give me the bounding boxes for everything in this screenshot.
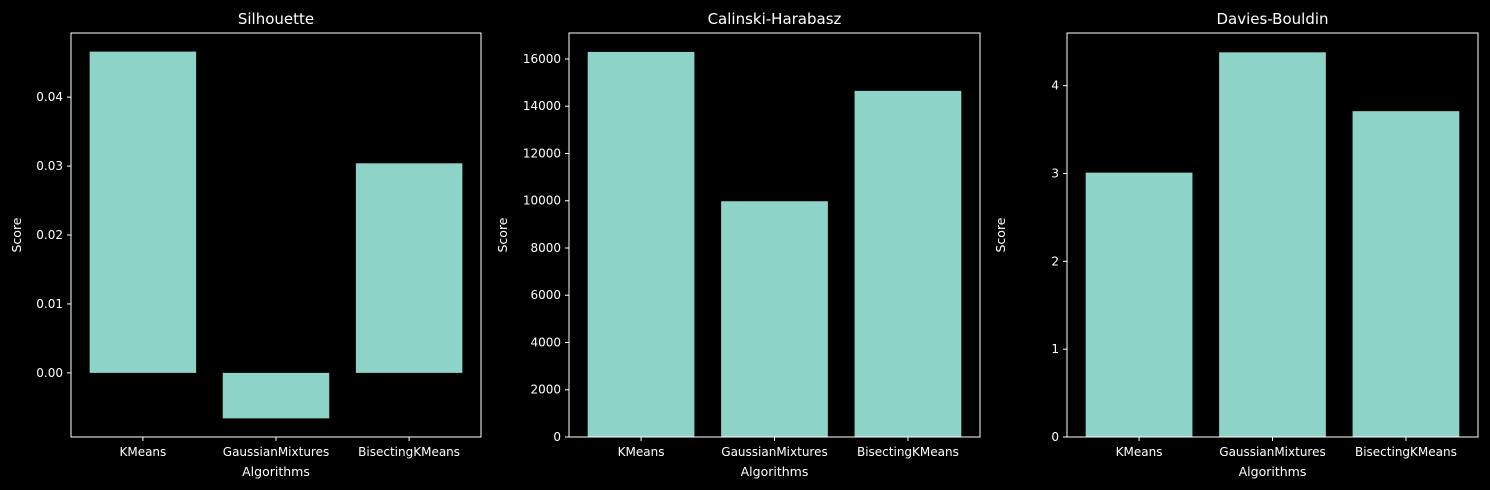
calinski-ytick-label: 14000 <box>523 99 561 113</box>
silhouette-xtick-label: GaussianMixtures <box>223 445 329 459</box>
silhouette-bar-bisectingkmeans <box>355 163 463 373</box>
silhouette-ytick-label: 0.01 <box>36 297 63 311</box>
silhouette-ytick-label: 0.04 <box>36 90 63 104</box>
calinski-chart: Calinski-Harabasz 0 2000 4000 6000 8000 10000 1… <box>495 10 981 479</box>
davies-ytick-label: 4 <box>1051 79 1059 93</box>
davies-ylabel: Score <box>993 217 1008 252</box>
calinski-ytick-label: 12000 <box>523 146 561 160</box>
silhouette-xlabel: Algorithms <box>242 464 310 479</box>
calinski-xlabel: Algorithms <box>741 464 809 479</box>
silhouette-chart: Silhouette 0.00 0.01 0.02 0.03 0.04 KMeans Gaus… <box>9 10 482 479</box>
calinski-title: Calinski-Harabasz <box>708 10 842 28</box>
calinski-xtick-label: GaussianMixtures <box>721 445 827 459</box>
davies-bar-gaussianmixtures <box>1219 52 1326 437</box>
calinski-xtick-label: KMeans <box>618 445 665 459</box>
calinski-ytick-label: 8000 <box>530 241 561 255</box>
silhouette-ytick-label: 0.02 <box>36 228 63 242</box>
davies-ytick-label: 3 <box>1051 167 1059 181</box>
davies-xtick-label: KMeans <box>1116 445 1163 459</box>
silhouette-ylabel: Score <box>9 217 24 252</box>
calinski-ytick-label: 16000 <box>523 52 561 66</box>
davies-xlabel: Algorithms <box>1239 464 1307 479</box>
silhouette-xtick-label: KMeans <box>119 445 166 459</box>
davies-chart: Davies-Bouldin 0 1 2 3 4 KMeans GaussianMixture… <box>993 10 1479 479</box>
calinski-bar-gaussianmixtures <box>721 201 828 437</box>
davies-xtick-label: GaussianMixtures <box>1219 445 1325 459</box>
calinski-bar-bisectingkmeans <box>854 90 962 437</box>
calinski-ytick-label: 0 <box>553 430 561 444</box>
calinski-xtick-label: BisectingKMeans <box>857 445 959 459</box>
calinski-ylabel: Score <box>495 217 510 252</box>
calinski-ytick-label: 6000 <box>530 288 561 302</box>
calinski-bar-kmeans <box>587 51 695 438</box>
silhouette-bar-gaussianmixtures <box>222 372 330 419</box>
davies-ytick-label: 2 <box>1051 254 1059 268</box>
calinski-ytick-label: 10000 <box>523 194 561 208</box>
silhouette-title: Silhouette <box>238 10 314 28</box>
silhouette-ytick-label: 0.03 <box>36 159 63 173</box>
davies-bar-kmeans <box>1085 172 1193 437</box>
davies-ytick-label: 1 <box>1051 342 1059 356</box>
davies-xtick-label: BisectingKMeans <box>1355 445 1457 459</box>
silhouette-xtick-label: BisectingKMeans <box>358 445 460 459</box>
davies-title: Davies-Bouldin <box>1216 10 1328 28</box>
davies-ytick-label: 0 <box>1051 430 1059 444</box>
davies-bar-bisectingkmeans <box>1352 111 1460 438</box>
silhouette-bar-kmeans <box>89 51 197 373</box>
calinski-ytick-label: 4000 <box>530 335 561 349</box>
silhouette-ytick-label: 0.00 <box>36 366 63 380</box>
calinski-ytick-label: 2000 <box>530 383 561 397</box>
